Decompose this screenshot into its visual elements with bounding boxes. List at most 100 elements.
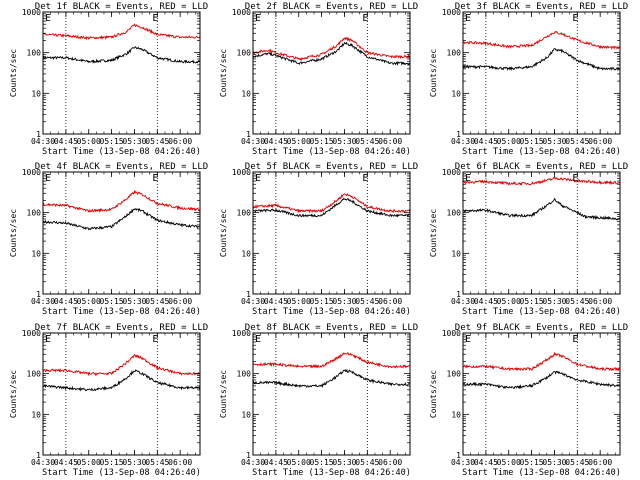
lld-series-line: [462, 177, 621, 187]
x-tick-label: 04:45: [264, 137, 288, 146]
x-tick-label: 04:45: [474, 297, 498, 306]
lld-series-line: [252, 36, 410, 61]
plot-frame: [42, 11, 201, 135]
x-tick-label: 05:45: [145, 137, 169, 146]
events-series-line: [462, 370, 620, 390]
top-label-right: E: [152, 334, 158, 345]
x-tick-label: 04:30: [31, 297, 55, 306]
panel-title: Det 6f BLACK = Events, RED = LLD: [455, 162, 628, 172]
x-tick-label: 04:30: [241, 137, 265, 146]
x-axis-label: Start Time (13-Sep-08 04:26:40): [42, 307, 201, 317]
y-axis-label: Counts/sec: [429, 49, 438, 97]
x-tick-label: 05:15: [100, 297, 124, 306]
x-axis-label: Start Time (13-Sep-08 04:26:40): [462, 468, 621, 478]
x-tick-label: 04:30: [451, 458, 475, 467]
y-axis-label: Counts/sec: [219, 49, 228, 97]
x-tick-label: 05:00: [77, 297, 101, 306]
top-label-left: E: [465, 13, 471, 24]
y-tick-label: 1000: [232, 8, 251, 17]
x-tick-label: 06:00: [588, 297, 612, 306]
events-series-line: [42, 208, 200, 231]
x-tick-label: 05:45: [355, 297, 379, 306]
events-series-line: [42, 369, 201, 392]
x-tick-label: 05:00: [497, 137, 521, 146]
panel-title: Det 4f BLACK = Events, RED = LLD: [35, 162, 208, 172]
x-tick-label: 04:45: [264, 297, 288, 306]
lld-series-line: [42, 189, 201, 213]
x-tick-label: 04:30: [31, 137, 55, 146]
x-axis-label: Start Time (13-Sep-08 04:26:40): [42, 147, 201, 157]
y-axis-label: Counts/sec: [429, 209, 438, 257]
y-tick-label: 100: [237, 209, 252, 218]
x-tick-label: 05:45: [355, 458, 379, 467]
y-axis-label: Counts/sec: [219, 370, 228, 418]
events-series-line: [252, 197, 410, 218]
lld-series-line: [42, 353, 201, 377]
x-tick-label: 05:30: [332, 297, 356, 306]
y-tick-label: 1000: [442, 329, 461, 338]
y-tick-label: 1000: [442, 168, 461, 177]
x-tick-label: 05:00: [497, 297, 521, 306]
y-tick-label: 10: [241, 410, 251, 419]
x-tick-label: 05:30: [542, 297, 566, 306]
x-tick-label: 06:00: [588, 458, 612, 467]
x-tick-label: 05:30: [122, 458, 146, 467]
y-tick-label: 10: [451, 410, 461, 419]
y-tick-label: 100: [237, 49, 252, 58]
top-label-left: E: [465, 334, 471, 345]
y-tick-label: 1000: [232, 168, 251, 177]
x-tick-label: 04:45: [54, 458, 78, 467]
y-tick-label: 1: [246, 451, 251, 460]
y-tick-label: 1000: [442, 8, 461, 17]
x-tick-label: 05:15: [100, 458, 124, 467]
x-tick-label: 05:30: [542, 458, 566, 467]
lld-series-line: [252, 352, 410, 369]
x-tick-label: 05:30: [122, 297, 146, 306]
top-label-right: E: [362, 173, 368, 184]
top-label-left: E: [45, 173, 51, 184]
x-tick-label: 05:30: [542, 137, 566, 146]
y-tick-label: 1000: [22, 329, 41, 338]
top-label-left: E: [465, 173, 471, 184]
plot-frame: [252, 11, 411, 135]
y-axis-label: Counts/sec: [9, 209, 18, 257]
y-tick-label: 1000: [22, 168, 41, 177]
y-tick-label: 100: [27, 49, 42, 58]
plot-frame: [42, 171, 201, 295]
x-tick-label: 05:45: [565, 458, 589, 467]
x-tick-label: 05:00: [287, 458, 311, 467]
events-series-line: [252, 41, 410, 67]
y-tick-label: 10: [31, 89, 41, 98]
panel-title: Det 7f BLACK = Events, RED = LLD: [35, 323, 208, 333]
x-tick-label: 05:15: [310, 458, 334, 467]
x-tick-label: 04:45: [474, 137, 498, 146]
x-tick-label: 06:00: [168, 137, 192, 146]
lld-series-line: [252, 192, 411, 214]
x-axis-label: Start Time (13-Sep-08 04:26:40): [252, 468, 411, 478]
x-tick-label: 04:30: [451, 297, 475, 306]
top-label-right: E: [152, 173, 158, 184]
x-tick-label: 05:00: [77, 458, 101, 467]
y-tick-label: 10: [451, 89, 461, 98]
events-series-line: [252, 368, 410, 389]
x-tick-label: 05:00: [287, 297, 311, 306]
y-axis-label: Counts/sec: [9, 370, 18, 418]
top-label-right: E: [362, 13, 368, 24]
x-axis-label: Start Time (13-Sep-08 04:26:40): [462, 147, 621, 157]
y-tick-label: 100: [447, 209, 462, 218]
panel-title: Det 5f BLACK = Events, RED = LLD: [245, 162, 418, 172]
panel-title: Det 9f BLACK = Events, RED = LLD: [455, 323, 628, 333]
y-axis-label: Counts/sec: [429, 370, 438, 418]
x-tick-label: 05:00: [77, 137, 101, 146]
y-tick-label: 1: [36, 451, 41, 460]
plot-frame: [462, 171, 621, 295]
x-tick-label: 04:45: [474, 458, 498, 467]
x-tick-label: 05:30: [122, 137, 146, 146]
plot-frame: [462, 332, 621, 456]
x-tick-label: 05:45: [565, 137, 589, 146]
x-tick-label: 04:45: [264, 458, 288, 467]
